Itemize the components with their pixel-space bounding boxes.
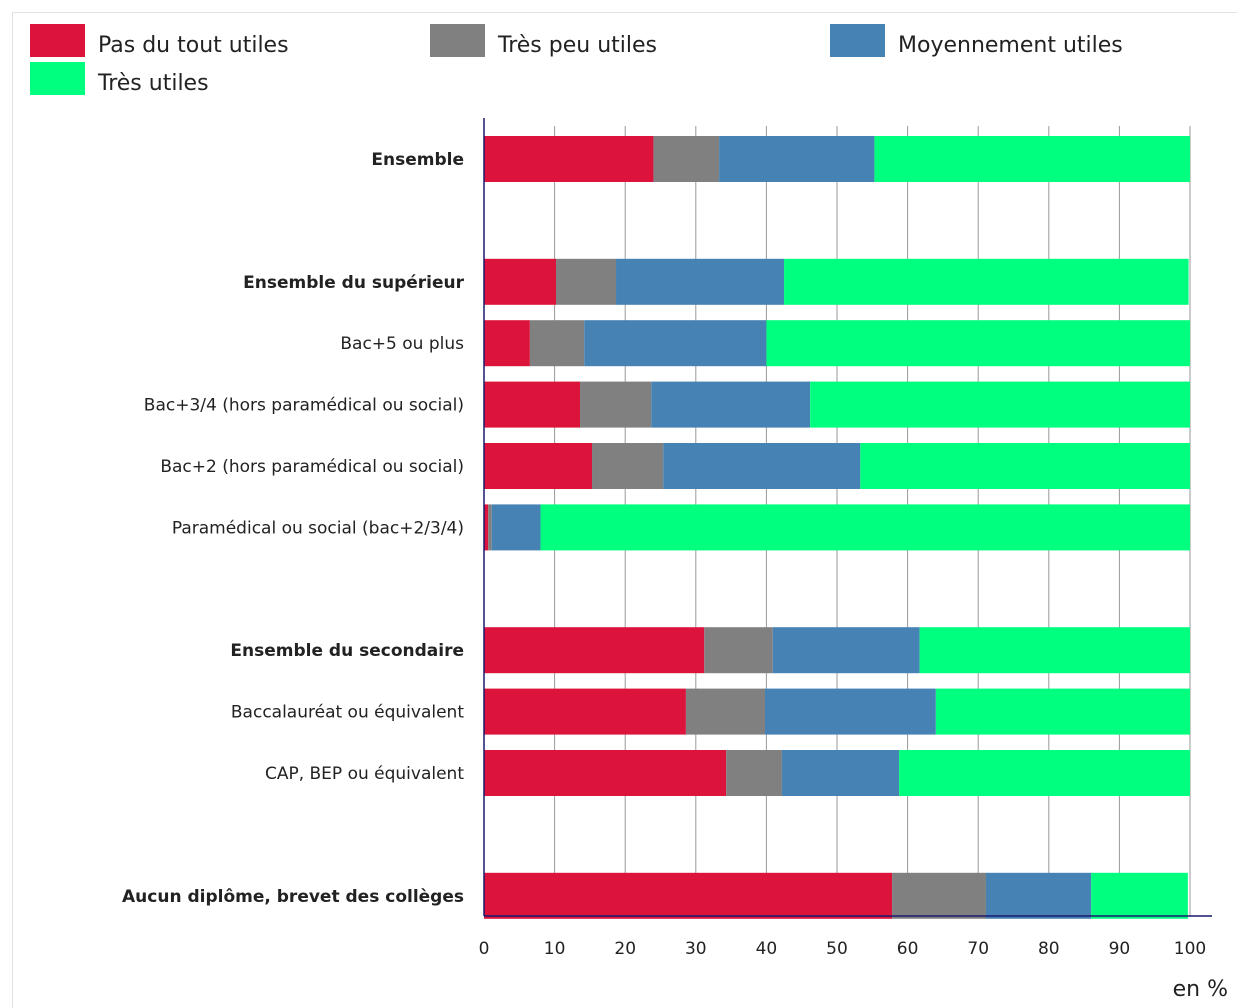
bar-segment-5-2 — [592, 443, 664, 489]
bar-segment-1-4 — [874, 136, 1190, 182]
legend: Pas du tout utiles Très peu utiles Moyenne… — [30, 24, 1123, 96]
x-tick-label-40: 40 — [756, 939, 778, 959]
x-tick-label-0: 0 — [479, 939, 490, 959]
bar-segment-3-2 — [529, 320, 585, 367]
x-tick-label-100: 100 — [1174, 939, 1206, 959]
bar-segment-7-4 — [919, 627, 1190, 674]
bar-segment-7-1 — [484, 627, 705, 674]
category-labels: Ensemble Ensemble du supérieur Bac+5 ou pl… — [122, 150, 465, 907]
bar-segment-10-2 — [892, 872, 986, 919]
legend-label-4: Très utiles — [97, 71, 209, 96]
bar-segment-4-1 — [484, 381, 581, 428]
bars — [484, 136, 1190, 919]
bar-segment-9-4 — [899, 750, 1190, 796]
bar-segment-2-3 — [616, 258, 785, 305]
category-label-7: Ensemble du secondaire — [230, 641, 464, 661]
bar-segment-6-4 — [540, 504, 1190, 551]
bar-segment-8-2 — [685, 688, 765, 735]
legend-swatch-2 — [430, 24, 485, 57]
bar-segment-5-1 — [484, 443, 593, 489]
x-tick-label-60: 60 — [897, 939, 919, 959]
bar-segment-8-1 — [484, 688, 686, 735]
bar-segment-3-3 — [584, 320, 767, 367]
category-label-6: Paramédical ou social (bac+2/3/4) — [172, 518, 464, 538]
category-label-5: Bac+2 (hors paramédical ou social) — [160, 457, 464, 477]
bar-segment-4-4 — [810, 381, 1190, 428]
category-label-3: Bac+5 ou plus — [340, 334, 464, 354]
chart-frame — [12, 12, 1237, 1008]
bar-segment-2-1 — [484, 258, 557, 305]
legend-label-3: Moyennement utiles — [898, 33, 1123, 58]
legend-label-1: Pas du tout utiles — [98, 33, 289, 58]
bar-segment-5-4 — [860, 443, 1190, 489]
x-tick-label-30: 30 — [685, 939, 707, 959]
bar-segment-2-2 — [556, 258, 617, 305]
bar-segment-1-2 — [653, 136, 720, 182]
category-label-10: Aucun diplôme, brevet des collèges — [122, 887, 464, 907]
bar-segment-10-3 — [985, 872, 1092, 919]
x-tick-label-10: 10 — [544, 939, 566, 959]
legend-swatch-1 — [30, 24, 85, 57]
bar-segment-4-3 — [651, 381, 811, 428]
bar-segment-10-1 — [484, 872, 893, 919]
bar-segment-4-2 — [580, 381, 652, 428]
bar-segment-6-3 — [491, 504, 541, 551]
axes — [483, 118, 1212, 917]
x-tick-label-90: 90 — [1109, 939, 1131, 959]
x-tick-label-70: 70 — [967, 939, 989, 959]
bar-segment-8-3 — [764, 688, 936, 735]
x-axis-unit-label: en % — [1173, 977, 1228, 1002]
bar-segment-9-1 — [484, 750, 727, 796]
bar-segment-10-4 — [1091, 872, 1188, 919]
bar-segment-7-3 — [772, 627, 920, 674]
category-label-2: Ensemble du supérieur — [243, 273, 464, 293]
x-tick-label-20: 20 — [614, 939, 636, 959]
bar-segment-1-3 — [719, 136, 875, 182]
bar-segment-5-3 — [663, 443, 861, 489]
x-tick-label-50: 50 — [826, 939, 848, 959]
bar-segment-7-2 — [704, 627, 773, 674]
bar-segment-9-3 — [781, 750, 900, 796]
legend-label-2: Très peu utiles — [497, 33, 657, 58]
category-label-4: Bac+3/4 (hors paramédical ou social) — [144, 396, 464, 416]
category-label-9: CAP, BEP ou équivalent — [265, 764, 464, 784]
x-tick-labels: 0 10 20 30 40 50 60 70 80 90 100 — [479, 939, 1207, 959]
bar-segment-2-4 — [784, 258, 1189, 305]
bar-segment-3-1 — [484, 320, 530, 367]
bar-segment-6-1 — [484, 504, 489, 551]
x-tick-label-80: 80 — [1038, 939, 1060, 959]
bar-segment-3-4 — [766, 320, 1190, 367]
bar-segment-8-4 — [935, 688, 1190, 735]
bar-segment-1-1 — [484, 136, 654, 182]
bar-segment-9-2 — [726, 750, 782, 796]
legend-swatch-3 — [830, 24, 885, 57]
bar-segment-6-2 — [488, 504, 492, 551]
legend-swatch-4 — [30, 62, 85, 95]
category-label-8: Baccalauréat ou équivalent — [231, 703, 464, 723]
category-label-1: Ensemble — [371, 150, 464, 170]
